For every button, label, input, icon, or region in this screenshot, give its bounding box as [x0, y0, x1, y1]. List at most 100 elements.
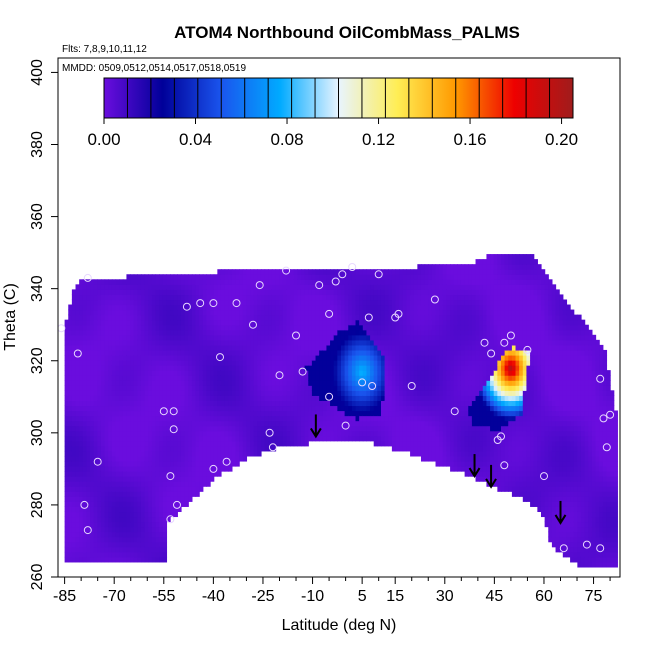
- heatmap-cell: [322, 410, 328, 417]
- heatmap-cell: [126, 400, 131, 407]
- heatmap-cell: [420, 329, 426, 336]
- heatmap-cell: [104, 319, 109, 326]
- heatmap-cell: [68, 506, 73, 513]
- heatmap-cell: [75, 425, 80, 432]
- heatmap-cell: [319, 365, 324, 371]
- heatmap-cell: [424, 324, 429, 331]
- heatmap-cell: [439, 395, 444, 401]
- heatmap-cell: [224, 294, 229, 301]
- heatmap-cell: [79, 435, 84, 442]
- heatmap-cell: [108, 354, 113, 361]
- heatmap-cell: [464, 420, 469, 427]
- heatmap-cell: [435, 319, 440, 326]
- heatmap-cell: [137, 491, 142, 497]
- heatmap-cell: [406, 324, 411, 331]
- heatmap-cell: [384, 314, 389, 321]
- heatmap-cell: [439, 279, 444, 285]
- heatmap-cell: [264, 380, 269, 386]
- heatmap-cell: [82, 435, 88, 442]
- heatmap-cell: [90, 465, 95, 472]
- heatmap-cell: [239, 344, 244, 351]
- heatmap-cell: [100, 410, 106, 417]
- heatmap-cell: [377, 274, 382, 280]
- heatmap-cell: [475, 405, 480, 412]
- heatmap-cell: [148, 460, 153, 467]
- heatmap-cell: [351, 349, 357, 356]
- heatmap-cell: [264, 370, 269, 376]
- heatmap-cell: [97, 370, 102, 376]
- heatmap-cell: [260, 395, 266, 401]
- heatmap-cell: [304, 370, 309, 376]
- heatmap-cell: [108, 410, 113, 417]
- heatmap-cell: [366, 395, 371, 401]
- heatmap-cell: [228, 415, 233, 422]
- heatmap-cell: [290, 309, 295, 316]
- heatmap-cell: [220, 370, 226, 376]
- heatmap-cell: [148, 385, 153, 391]
- heatmap-cell: [119, 556, 124, 563]
- heatmap-cell: [348, 324, 353, 331]
- heatmap-cell: [264, 289, 269, 296]
- heatmap-cell: [271, 324, 277, 331]
- heatmap-cell: [380, 400, 386, 407]
- heatmap-cell: [68, 349, 73, 356]
- heatmap-cell: [133, 309, 138, 316]
- heatmap-cell: [177, 501, 182, 507]
- heatmap-cell: [137, 501, 142, 507]
- heatmap-cell: [282, 284, 288, 290]
- heatmap-cell: [439, 360, 444, 366]
- heatmap-cell: [471, 289, 477, 296]
- heatmap-cell: [217, 370, 222, 376]
- heatmap-cell: [126, 435, 131, 442]
- heatmap-cell: [424, 294, 429, 301]
- heatmap-cell: [264, 354, 269, 361]
- heatmap-cell: [191, 380, 197, 386]
- heatmap-cell: [220, 304, 226, 311]
- heatmap-cell: [119, 304, 124, 311]
- heatmap-cell: [468, 309, 473, 316]
- heatmap-cell: [246, 425, 251, 432]
- heatmap-cell: [162, 410, 168, 417]
- heatmap-cell: [104, 329, 109, 336]
- heatmap-cell: [340, 390, 346, 396]
- heatmap-cell: [395, 279, 400, 285]
- heatmap-cell: [479, 259, 484, 265]
- heatmap-cell: [199, 415, 204, 422]
- heatmap-cell: [191, 284, 197, 290]
- heatmap-cell: [188, 486, 193, 492]
- heatmap-cell: [231, 430, 237, 437]
- heatmap-cell: [86, 511, 91, 518]
- heatmap-cell: [104, 516, 109, 523]
- heatmap-cell: [319, 294, 324, 301]
- heatmap-cell: [82, 486, 88, 492]
- heatmap-cell: [431, 425, 437, 432]
- heatmap-cell: [140, 455, 146, 462]
- heatmap-cell: [108, 339, 113, 346]
- heatmap-cell: [130, 546, 135, 553]
- heatmap-cell: [68, 415, 73, 422]
- heatmap-cell: [450, 365, 455, 371]
- heatmap-cell: [170, 349, 175, 356]
- heatmap-cell: [359, 299, 364, 306]
- heatmap-cell: [337, 380, 342, 386]
- heatmap-cell: [268, 339, 273, 346]
- heatmap-cell: [68, 551, 73, 558]
- heatmap-cell: [468, 304, 473, 311]
- heatmap-cell: [90, 344, 95, 351]
- heatmap-cell: [82, 551, 88, 558]
- heatmap-cell: [326, 395, 331, 401]
- heatmap-cell: [322, 269, 328, 275]
- heatmap-cell: [271, 279, 277, 285]
- heatmap-cell: [137, 380, 142, 386]
- heatmap-cell: [399, 360, 404, 366]
- heatmap-cell: [308, 324, 313, 331]
- heatmap-cell: [79, 405, 84, 412]
- heatmap-cell: [155, 370, 160, 376]
- heatmap-cell: [406, 375, 411, 381]
- heatmap-cell: [482, 455, 488, 462]
- heatmap-cell: [315, 395, 320, 401]
- heatmap-cell: [435, 410, 440, 417]
- heatmap-cell: [100, 536, 106, 543]
- heatmap-cell: [460, 435, 466, 442]
- heatmap-cell: [268, 294, 273, 301]
